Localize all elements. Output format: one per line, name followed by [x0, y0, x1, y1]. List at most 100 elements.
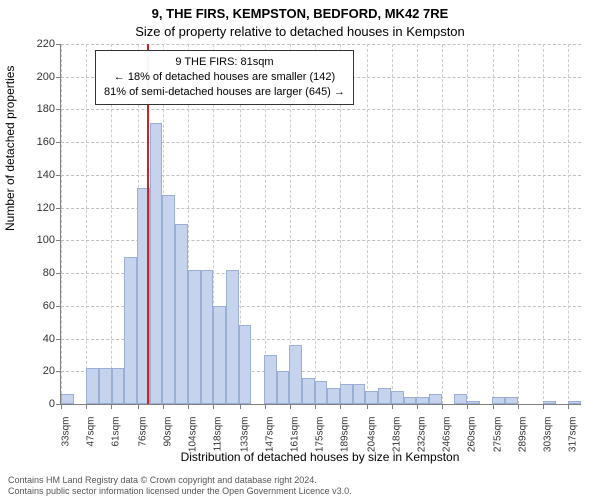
ytick-label: 140 [37, 169, 61, 181]
xtick-label: 189sqm [337, 417, 350, 453]
gridline-v [518, 44, 519, 404]
ytick-label: 80 [43, 267, 61, 279]
xtick-label: 175sqm [312, 417, 325, 453]
xtick-label: 246sqm [439, 417, 452, 453]
ytick-label: 60 [43, 300, 61, 312]
plot-area: 02040608010012014016018020022033sqm47sqm… [60, 44, 581, 405]
histogram-bar [188, 270, 201, 404]
histogram-bar [112, 368, 125, 404]
histogram-bar [543, 401, 556, 404]
xtick-mark [367, 404, 368, 409]
xtick-mark [138, 404, 139, 409]
footer: Contains HM Land Registry data © Crown c… [8, 475, 352, 497]
histogram-bar [353, 384, 366, 404]
ytick-label: 180 [37, 103, 61, 115]
histogram-bar [175, 224, 188, 404]
ytick-label: 100 [37, 234, 61, 246]
histogram-bar [315, 381, 328, 404]
xtick-label: 289sqm [516, 417, 529, 453]
xtick-mark [315, 404, 316, 409]
histogram-bar [162, 195, 175, 404]
xtick-label: 303sqm [541, 417, 554, 453]
xtick-mark [86, 404, 87, 409]
histogram-bar [86, 368, 99, 404]
page-title: 9, THE FIRS, KEMPSTON, BEDFORD, MK42 7RE [0, 6, 600, 21]
gridline-v [467, 44, 468, 404]
xtick-label: 218sqm [389, 417, 402, 453]
xtick-mark [163, 404, 164, 409]
histogram-bar [99, 368, 112, 404]
ytick-label: 160 [37, 136, 61, 148]
xtick-mark [543, 404, 544, 409]
histogram-bar [277, 371, 290, 404]
histogram-bar [124, 257, 137, 404]
page-subtitle: Size of property relative to detached ho… [0, 24, 600, 39]
histogram-bar [340, 384, 353, 404]
xtick-label: 47sqm [84, 417, 97, 447]
gridline-v [543, 44, 544, 404]
x-axis-label: Distribution of detached houses by size … [60, 450, 580, 464]
footer-line-2: Contains public sector information licen… [8, 486, 352, 497]
histogram-bar [429, 394, 442, 404]
xtick-mark [467, 404, 468, 409]
annotation-box: 9 THE FIRS: 81sqm ← 18% of detached hous… [95, 50, 354, 105]
histogram-bar [365, 391, 378, 404]
xtick-label: 161sqm [287, 417, 300, 453]
histogram-bar [239, 325, 252, 404]
histogram-bar [492, 397, 505, 404]
xtick-label: 118sqm [210, 417, 223, 452]
ytick-label: 200 [37, 71, 61, 83]
histogram-bar [201, 270, 214, 404]
ytick-label: 20 [43, 365, 61, 377]
xtick-mark [265, 404, 266, 409]
xtick-mark [442, 404, 443, 409]
histogram-bar [226, 270, 239, 404]
annotation-line-2: ← 18% of detached houses are smaller (14… [104, 70, 345, 85]
xtick-mark [61, 404, 62, 409]
chart-container: 9, THE FIRS, KEMPSTON, BEDFORD, MK42 7RE… [0, 0, 600, 500]
histogram-bar [467, 401, 480, 404]
xtick-label: 104sqm [185, 417, 198, 453]
xtick-mark [213, 404, 214, 409]
xtick-mark [240, 404, 241, 409]
xtick-label: 61sqm [109, 417, 122, 447]
gridline-v [493, 44, 494, 404]
xtick-label: 90sqm [160, 417, 173, 447]
xtick-mark [290, 404, 291, 409]
histogram-bar [568, 401, 581, 404]
histogram-bar [61, 394, 74, 404]
gridline-v [392, 44, 393, 404]
xtick-label: 204sqm [364, 417, 377, 453]
histogram-bar [454, 394, 467, 404]
gridline-v [417, 44, 418, 404]
gridline-v [568, 44, 569, 404]
xtick-label: 232sqm [414, 417, 427, 453]
histogram-bar [302, 378, 315, 404]
ytick-label: 220 [37, 38, 61, 50]
annotation-line-3: 81% of semi-detached houses are larger (… [104, 85, 345, 100]
gridline-h [61, 142, 581, 143]
xtick-label: 275sqm [491, 417, 504, 453]
xtick-label: 317sqm [566, 417, 579, 453]
gridline-h [61, 44, 581, 45]
histogram-bar [416, 397, 429, 404]
xtick-mark [392, 404, 393, 409]
histogram-bar [213, 306, 226, 404]
gridline-v [367, 44, 368, 404]
xtick-mark [493, 404, 494, 409]
ytick-label: 120 [37, 202, 61, 214]
histogram-bar [505, 397, 518, 404]
xtick-mark [518, 404, 519, 409]
histogram-bar [404, 397, 417, 404]
ytick-label: 0 [49, 398, 61, 410]
histogram-bar [327, 388, 340, 404]
xtick-label: 33sqm [59, 417, 72, 447]
gridline-h [61, 175, 581, 176]
gridline-v [442, 44, 443, 404]
xtick-label: 260sqm [464, 417, 477, 453]
xtick-label: 133sqm [237, 417, 250, 453]
gridline-v [86, 44, 87, 404]
annotation-line-1: 9 THE FIRS: 81sqm [104, 55, 345, 70]
ytick-label: 40 [43, 333, 61, 345]
xtick-mark [188, 404, 189, 409]
